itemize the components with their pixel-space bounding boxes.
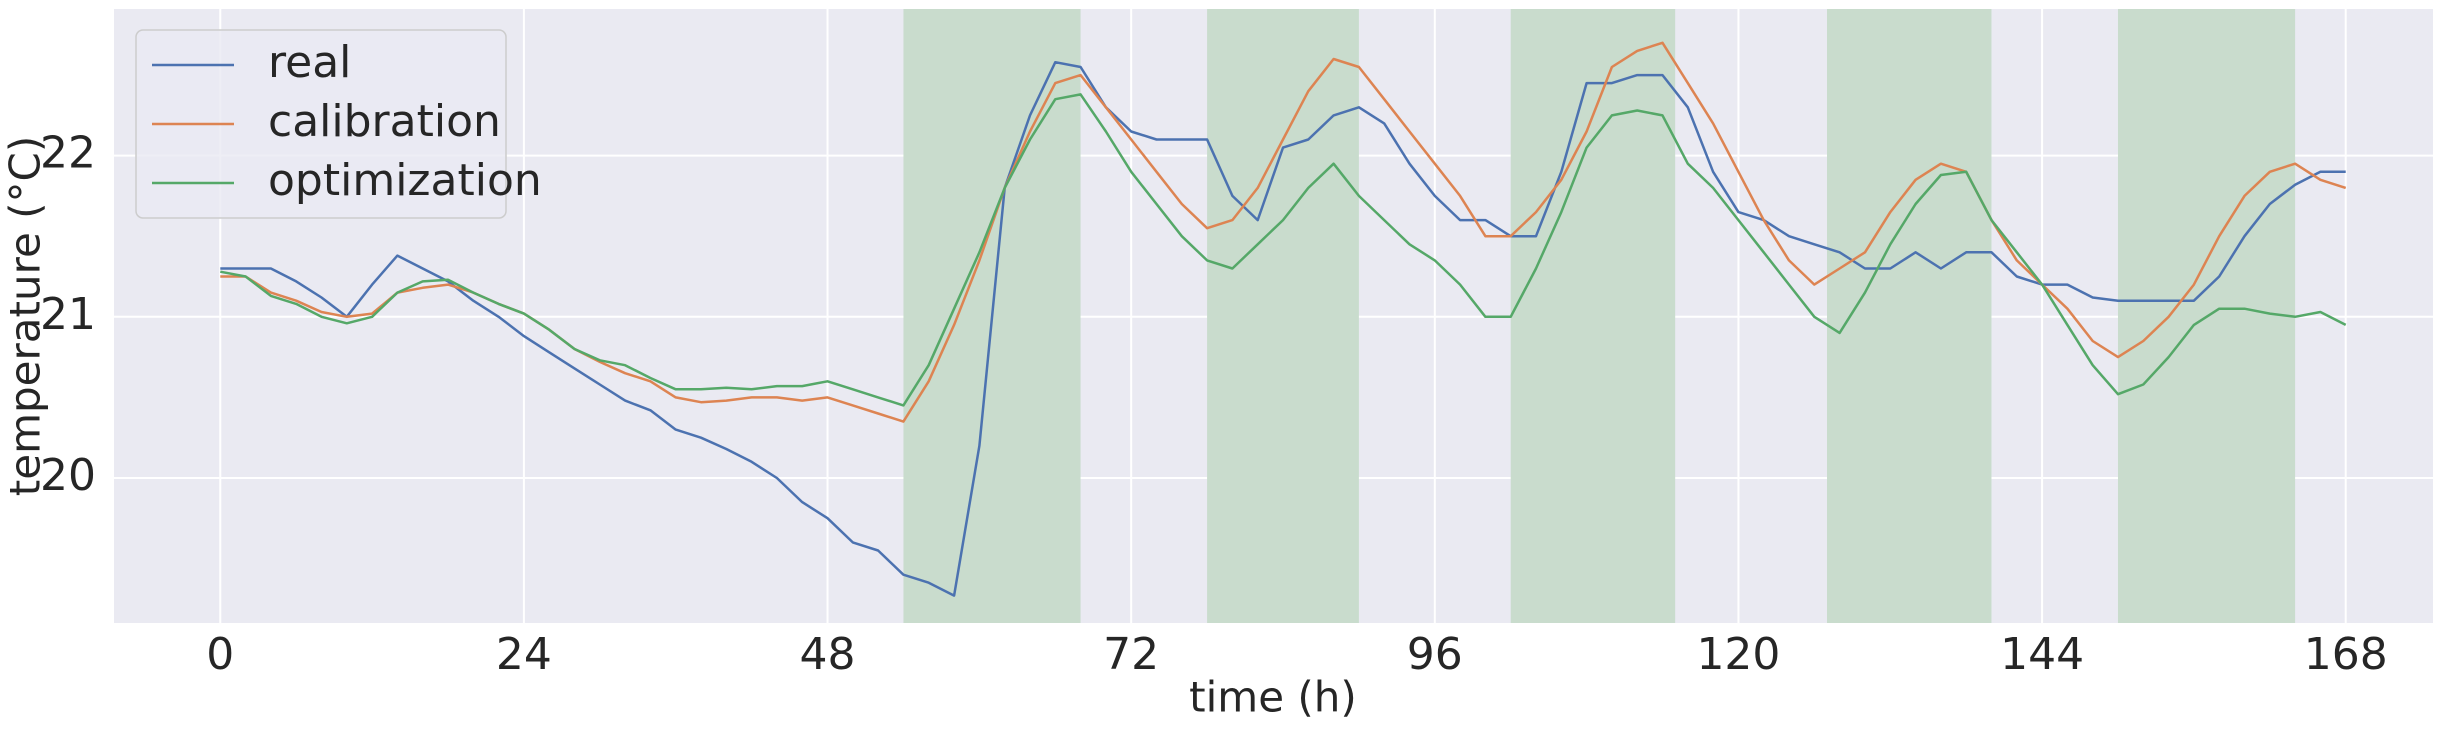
x-tick-label: 48 <box>800 629 856 680</box>
x-tick-label: 120 <box>1696 629 1780 680</box>
shaded-region <box>1826 9 1992 623</box>
legend-label: optimization <box>268 155 542 206</box>
y-tick-label: 20 <box>40 450 96 501</box>
data-line <box>220 93 2347 407</box>
y-tick-label: 22 <box>40 128 96 179</box>
legend-label: real <box>268 37 351 88</box>
x-tick-label: 168 <box>2304 629 2388 680</box>
shaded-region <box>1510 9 1676 623</box>
x-axis-label: time (h) <box>1189 673 1357 722</box>
x-tick-label: 96 <box>1407 629 1463 680</box>
x-tick-label: 72 <box>1103 629 1159 680</box>
y-axis-label: temperature (°C) <box>1 136 50 496</box>
legend-label: calibration <box>268 96 501 147</box>
data-line <box>220 60 2346 597</box>
shaded-region <box>1207 9 1359 623</box>
x-tick-label: 144 <box>2000 629 2084 680</box>
x-tick-label: 24 <box>496 629 552 680</box>
legend: real calibration optimization <box>135 29 542 219</box>
y-tick-label: 21 <box>40 289 96 340</box>
x-tick-label: 0 <box>206 629 234 680</box>
legend-box <box>135 29 507 219</box>
